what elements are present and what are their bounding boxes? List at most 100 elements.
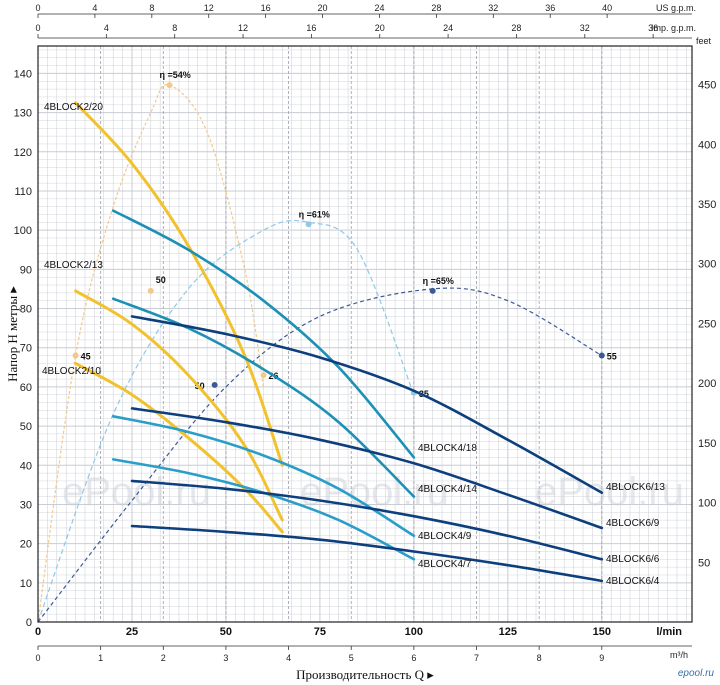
series-line [111,209,416,459]
plot-border [37,45,693,623]
curve-label: 4BLOCK4/18 [418,443,477,454]
curve-label: 4BLOCK4/7 [418,559,472,570]
imp-gpm-tick-label: 8 [172,23,177,33]
m3h-tick-label: 2 [161,653,166,663]
efficiency-label: η =54% [160,70,191,80]
us-gpm-tick-label: 12 [204,3,214,13]
efficiency-label: η =65% [423,276,454,286]
efficiency-marker [147,287,154,294]
series-line [130,524,604,583]
y-tick-label: 0 [26,617,32,629]
y-tick-label: 80 [20,304,32,316]
series-line [74,289,284,522]
feet-tick-label: 400 [698,139,716,151]
efficiency-label: η =61% [299,209,330,219]
y-tick-label: 20 [20,539,32,551]
feet-tick-label: 250 [698,318,716,330]
watermark-text: ePool.ru [300,470,449,514]
efficiency-marker [260,372,267,379]
feet-tick-label: 450 [698,80,716,92]
pump-curves [74,101,604,583]
efficiency-point-label: 50 [156,275,166,285]
us-gpm-tick-label: 8 [149,3,154,13]
efficiency-point-label: 35 [419,389,429,399]
series-line [130,315,604,494]
m3h-tick-label: 3 [223,653,228,663]
feet-tick-label: 150 [698,438,716,450]
x-unit-m3h: m³/h [670,650,688,660]
x-unit-lpm: l/min [656,626,682,638]
feet-tick-label: 300 [698,259,716,271]
efficiency-marker [429,287,436,294]
curve-label: 4BLOCK2/10 [42,366,101,377]
series-line [111,415,416,538]
series-line [130,407,604,530]
curve-label: 4BLOCK6/13 [606,482,665,493]
feet-tick-label: 200 [698,378,716,390]
m3h-tick-label: 0 [35,653,40,663]
us-gpm-unit: US g.p.m. [656,3,696,13]
x-tick-label: 125 [499,626,517,638]
feet-tick-label: 100 [698,498,716,510]
y-tick-label: 30 [20,499,32,511]
logo-text: epool.ru [678,668,715,679]
imp-gpm-tick-label: 0 [35,23,40,33]
efficiency-point-label: 55 [607,352,617,362]
imp-gpm-tick-label: 12 [238,23,248,33]
imp-gpm-tick-label: 36 [648,23,658,33]
efficiency-marker [211,381,218,388]
m3h-tick-label: 6 [411,653,416,663]
y-tick-label: 60 [20,382,32,394]
us-gpm-tick-label: 20 [318,3,328,13]
x-tick-label: 150 [593,626,611,638]
curve-label: 4BLOCK2/13 [44,260,103,271]
watermark-text: ePool.ru [62,470,211,514]
x-tick-label: 50 [220,626,232,638]
m3h-tick-label: 7 [474,653,479,663]
labels: 4BLOCK2/20 4BLOCK2/13 4BLOCK2/10 4BLOCK4/18… [42,102,714,679]
us-gpm-tick-label: 36 [545,3,555,13]
us-gpm-tick-label: 0 [35,3,40,13]
m3h-tick-label: 4 [286,653,291,663]
m3h-tick-label: 8 [537,653,542,663]
feet-unit: feet [696,36,712,46]
x-tick-label: 0 [35,626,41,638]
feet-tick-label: 350 [698,199,716,211]
watermark-text: ePool.ru [535,470,684,514]
curve-label: 4BLOCK4/9 [418,531,472,542]
x-tick-label: 100 [405,626,423,638]
imp-gpm-tick-label: 24 [443,23,453,33]
watermark-layer: ePool.ru ePool.ru ePool.ru [62,470,684,514]
imp-gpm-unit: Imp. g.p.m. [651,23,696,33]
imp-gpm-tick-label: 32 [580,23,590,33]
y-tick-label: 120 [14,147,32,159]
series-line [74,361,284,534]
m3h-tick-label: 1 [98,653,103,663]
m3h-tick-label: 5 [349,653,354,663]
y-tick-label: 140 [14,68,32,80]
grid [37,46,692,623]
curve-label: 4BLOCK4/14 [418,484,477,495]
us-gpm-tick-label: 4 [92,3,97,13]
efficiency-point-label: 45 [81,352,91,362]
feet-tick-label: 50 [698,557,710,569]
y-tick-label: 100 [14,225,32,237]
x-axis-title: Производительность Q ▸ [296,667,434,682]
x-tick-label: 25 [126,626,138,638]
series-line [130,479,604,561]
imp-gpm-tick-label: 4 [104,23,109,33]
efficiency-marker [166,82,173,89]
y-tick-label: 50 [20,421,32,433]
x-tick-label: 75 [314,626,326,638]
efficiency-marker [598,352,605,359]
curve-label: 4BLOCK6/4 [606,576,660,587]
plot-frame [37,45,693,623]
efficiency-curve [37,287,603,623]
m3h-tick-label: 9 [599,653,604,663]
curve-label: 4BLOCK6/6 [606,554,660,565]
curve-label: 4BLOCK6/9 [606,518,660,529]
us-gpm-tick-label: 24 [374,3,384,13]
curve-label: 4BLOCK2/20 [44,102,103,113]
y-tick-label: 90 [20,264,32,276]
y-tick-label: 70 [20,343,32,355]
